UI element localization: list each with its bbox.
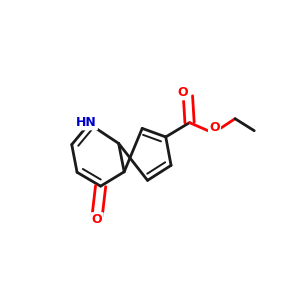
Text: O: O: [92, 213, 103, 226]
Text: O: O: [209, 122, 220, 134]
Text: O: O: [178, 86, 188, 99]
Text: O: O: [92, 213, 103, 226]
Text: HN: HN: [76, 116, 97, 129]
Text: HN: HN: [76, 116, 97, 129]
Text: O: O: [178, 86, 188, 99]
Text: O: O: [209, 122, 220, 134]
